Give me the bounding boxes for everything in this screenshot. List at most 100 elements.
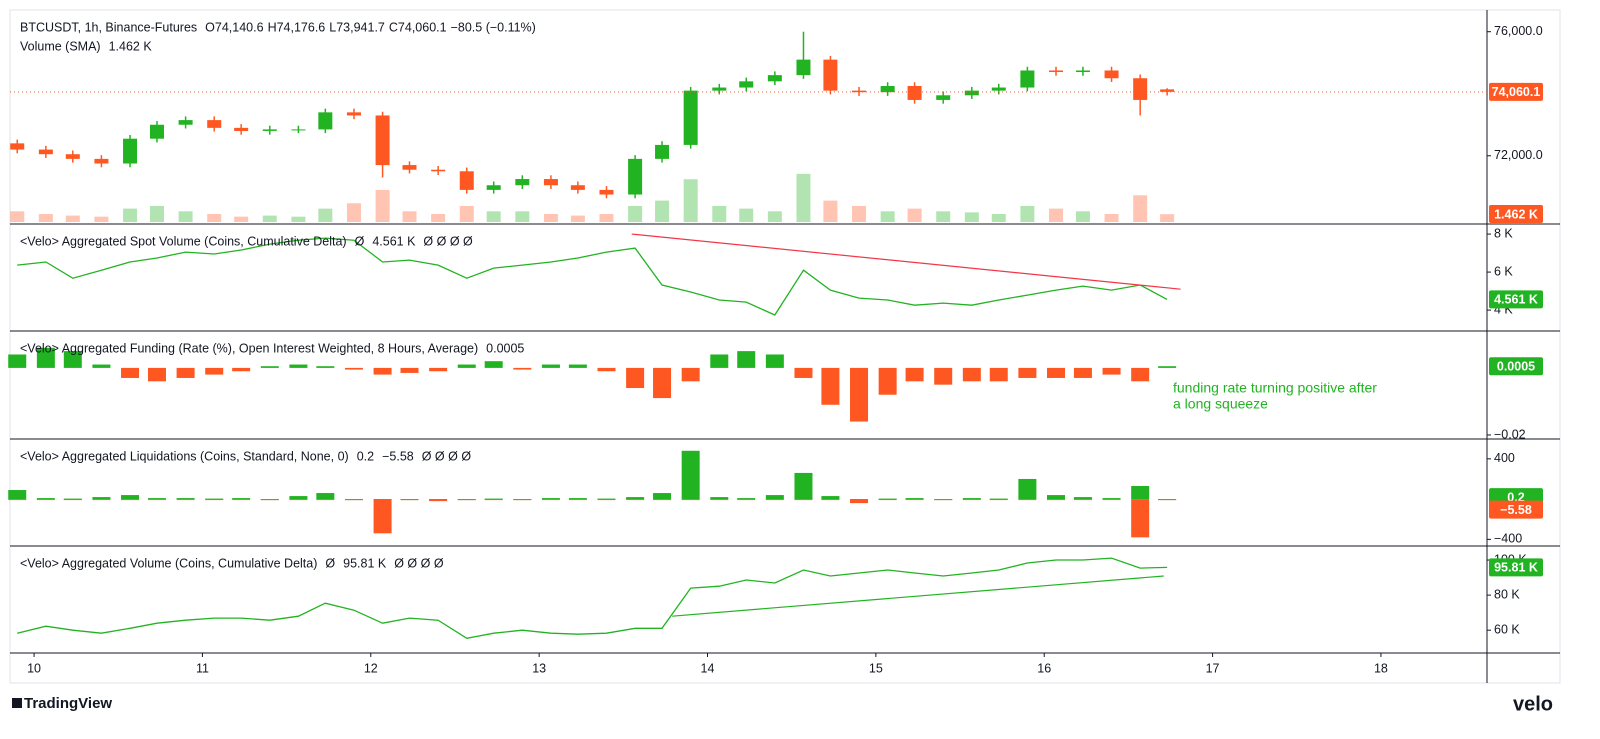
volume-bar [38,213,53,222]
bar [205,499,224,501]
y-tick-label: 60 K [1494,622,1520,636]
bar [541,498,560,500]
candle-body [823,59,838,91]
bar [373,499,392,534]
volume-bar [207,213,222,222]
volume-bar [739,208,754,222]
last-value-box [1489,290,1543,309]
bar [1018,367,1037,378]
legend-text: 1.462 K [109,39,153,53]
last-value-label: 1.462 K [1494,207,1538,221]
volume-bar [318,208,333,222]
bar [373,367,392,375]
bar [541,499,560,501]
volume-bar [65,215,80,222]
legend-text: Ø [325,556,335,570]
bar [8,354,27,368]
x-tick-label: 16 [1037,661,1051,675]
bar [147,367,166,382]
volume-bar [178,211,193,222]
bar [176,367,195,378]
volume-bar [234,216,249,222]
bar [821,367,840,405]
legend-text: Volume (SMA) [20,39,101,53]
bar [121,495,140,500]
candle-body [10,143,25,150]
bar [597,498,616,500]
legend-text: Ø [355,234,365,248]
logo-mark [12,698,22,708]
x-tick-label: 11 [196,661,209,675]
candle-body [739,81,754,88]
candle-body [486,185,501,190]
bar [905,367,924,382]
bar [176,499,195,501]
bar [8,499,27,501]
legend-text: 0.0005 [486,341,524,355]
candle-body [683,90,698,145]
bar [232,367,251,372]
bar [8,490,27,500]
bar [63,498,82,500]
legend-text: BTCUSDT, 1h, Binance-Futures [20,20,197,34]
bar [962,367,981,382]
volume-bar [10,211,25,222]
legend-text: 74,060.1 [398,20,447,34]
bar [821,496,840,500]
candle-body [655,144,670,159]
last-value-box [1489,500,1543,519]
candle-body [599,189,614,195]
volume-bar [515,211,530,222]
bar [400,499,419,501]
bar [176,498,195,500]
candle-body [149,124,164,139]
annotation: funding rate turning positive after [1173,380,1377,396]
bar [765,354,784,368]
bar [626,367,645,389]
x-tick-label: 13 [532,661,546,675]
candle-body [543,179,558,186]
legend-text: 4.561 K [372,234,416,248]
volume-bar [628,205,643,222]
volume-bar [1049,208,1064,222]
x-tick-label: 14 [701,661,715,675]
series-line [17,557,1168,639]
bar [147,499,166,501]
volume-bar [459,205,474,222]
bar [1047,367,1066,378]
bar [344,367,363,370]
volume-bar [1104,213,1119,222]
last-value-label: 4.561 K [1494,293,1538,307]
bar [794,499,813,501]
candle-body [318,112,333,130]
candle-body [1104,70,1119,79]
volume-bar [431,213,446,222]
volume-bar [402,211,417,222]
last-value-box [1489,357,1543,376]
legend-text: H [268,20,277,34]
candle-body [1049,70,1064,73]
bar [962,498,981,500]
bar [626,497,645,500]
legend-text: Ø Ø Ø Ø [423,234,473,248]
bar [653,493,672,500]
volume-bar [1160,214,1175,222]
bar [121,367,140,378]
candle-body [880,85,895,93]
footer-logo: TradingView [12,695,112,712]
bar [513,499,532,501]
legend-text: 73,941.7 [336,20,385,34]
trendline [631,233,1181,290]
bar [541,364,560,368]
trendline [672,575,1164,617]
bar [1158,366,1177,368]
annotation: a long squeeze [1173,396,1268,412]
y-tick-label: −0.02 [1494,427,1526,441]
y-tick-label: 72,000.0 [1494,148,1543,162]
bar [92,499,111,501]
bar [63,499,82,501]
bar [1102,499,1121,501]
bar [1018,478,1037,500]
volume-bar [1133,195,1148,222]
bar [1073,497,1092,500]
